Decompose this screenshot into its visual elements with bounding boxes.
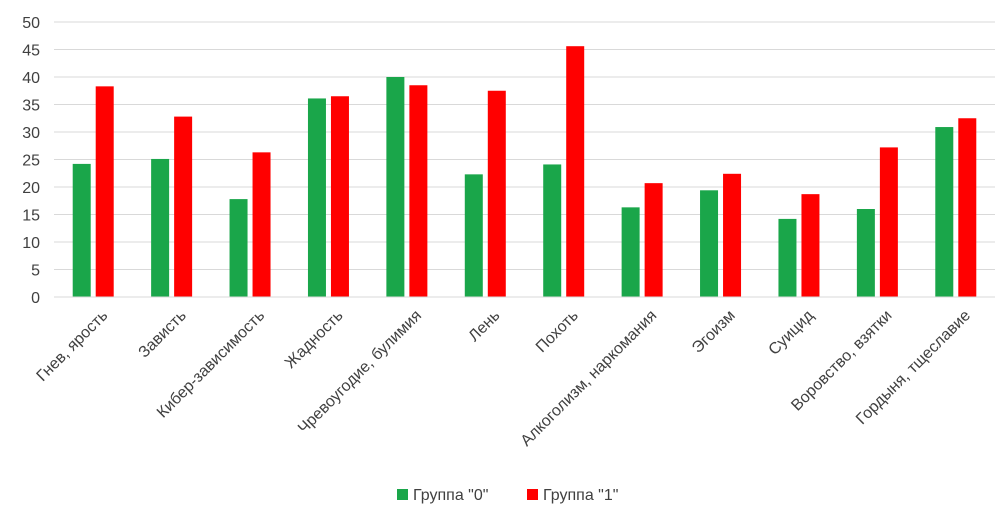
bar-group-1 [801, 194, 820, 297]
bar-group-1 [723, 173, 742, 297]
bar-group-1 [95, 86, 114, 297]
bar-group-0 [386, 77, 405, 297]
legend: Группа "0" Группа "1" [397, 487, 618, 504]
y-tick-label: 20 [22, 180, 40, 197]
bar-group-0 [307, 98, 326, 297]
x-category-label: Эгоизм [689, 307, 739, 357]
legend-label: Группа "0" [413, 487, 488, 504]
y-tick-label: 50 [22, 15, 40, 32]
bar-group-0 [229, 199, 248, 297]
legend-label: Группа "1" [543, 487, 618, 504]
y-tick-label: 5 [31, 263, 40, 280]
x-category-label: Лень [466, 307, 504, 345]
bar-group-0 [935, 127, 954, 297]
bar-group-1 [566, 46, 585, 298]
bar-group-0 [621, 207, 640, 297]
x-category-label: Похоть [533, 307, 582, 356]
bar-group-1 [487, 90, 506, 297]
bar-group-1 [958, 118, 977, 297]
bar-group-0 [464, 174, 483, 297]
y-axis: 0 5 10 15 20 25 30 35 40 45 50 [22, 15, 40, 307]
bar-group-0 [543, 164, 562, 297]
bar-group-1 [252, 152, 271, 297]
x-category-label: Суицид [766, 307, 818, 359]
y-tick-label: 15 [22, 208, 40, 225]
bars [72, 46, 977, 298]
y-tick-label: 30 [22, 125, 40, 142]
legend-swatch [397, 489, 408, 500]
legend-swatch [527, 489, 538, 500]
bar-group-0 [778, 218, 797, 297]
y-tick-label: 35 [22, 98, 40, 115]
x-category-label: Алкоголизм, наркомания [518, 307, 661, 450]
gridlines [54, 21, 995, 270]
bar-group-1 [409, 85, 428, 297]
bar-group-0 [72, 163, 91, 297]
bar-group-1 [644, 183, 663, 297]
x-category-label: Жадность [282, 307, 347, 372]
bar-group-1 [174, 116, 193, 297]
y-tick-label: 25 [22, 153, 40, 170]
bar-group-0 [856, 209, 875, 297]
y-tick-label: 40 [22, 70, 40, 87]
y-tick-label: 45 [22, 43, 40, 60]
x-category-label: Зависть [136, 307, 190, 361]
x-category-label: Гнев, ярость [34, 307, 112, 385]
bar-group-0 [700, 190, 719, 297]
y-tick-label: 10 [22, 235, 40, 252]
bar-group-1 [879, 147, 898, 297]
bar-group-0 [151, 158, 170, 297]
y-tick-label: 0 [31, 290, 40, 307]
bar-group-1 [330, 96, 349, 297]
